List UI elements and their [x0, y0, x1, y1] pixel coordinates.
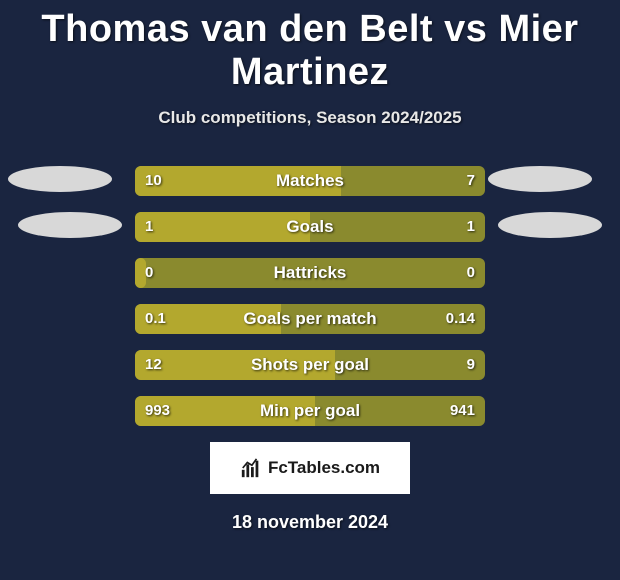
- stat-row: Hattricks0 0: [135, 258, 485, 288]
- stat-label: Goals per match: [135, 304, 485, 334]
- stat-label: Hattricks: [135, 258, 485, 288]
- stat-label: Shots per goal: [135, 350, 485, 380]
- stat-value-right: 9: [467, 350, 475, 380]
- watermark-logo: FcTables.com: [210, 442, 410, 494]
- fctables-icon: [240, 457, 262, 479]
- player-photo-placeholder-right-2: [498, 212, 602, 238]
- stat-value-left: 10: [145, 166, 162, 196]
- stat-value-left: 0: [145, 258, 153, 288]
- stat-row: Shots per goal12 9: [135, 350, 485, 380]
- player-photo-placeholder-left-2: [18, 212, 122, 238]
- stat-label: Min per goal: [135, 396, 485, 426]
- stat-label: Matches: [135, 166, 485, 196]
- comparison-content: Matches10 7 Goals1 1 Hattricks0 0 Goals per ma…: [0, 166, 620, 533]
- stat-value-right: 941: [450, 396, 475, 426]
- stat-value-left: 12: [145, 350, 162, 380]
- stat-value-right: 0.14: [446, 304, 475, 334]
- page-title: Thomas van den Belt vs Mier Martinez: [0, 0, 620, 94]
- watermark-text: FcTables.com: [268, 458, 380, 478]
- page-subtitle: Club competitions, Season 2024/2025: [0, 108, 620, 128]
- stat-row: Matches10 7: [135, 166, 485, 196]
- stat-row: Goals1 1: [135, 212, 485, 242]
- snapshot-date: 18 november 2024: [0, 512, 620, 533]
- player-photo-placeholder-left-1: [8, 166, 112, 192]
- player-photo-placeholder-right-1: [488, 166, 592, 192]
- stat-value-right: 1: [467, 212, 475, 242]
- stat-row: Goals per match0.1 0.14: [135, 304, 485, 334]
- stat-value-left: 993: [145, 396, 170, 426]
- stat-value-right: 7: [467, 166, 475, 196]
- stat-value-right: 0: [467, 258, 475, 288]
- stat-value-left: 0.1: [145, 304, 166, 334]
- stat-row: Min per goal993 941: [135, 396, 485, 426]
- stat-label: Goals: [135, 212, 485, 242]
- stat-value-left: 1: [145, 212, 153, 242]
